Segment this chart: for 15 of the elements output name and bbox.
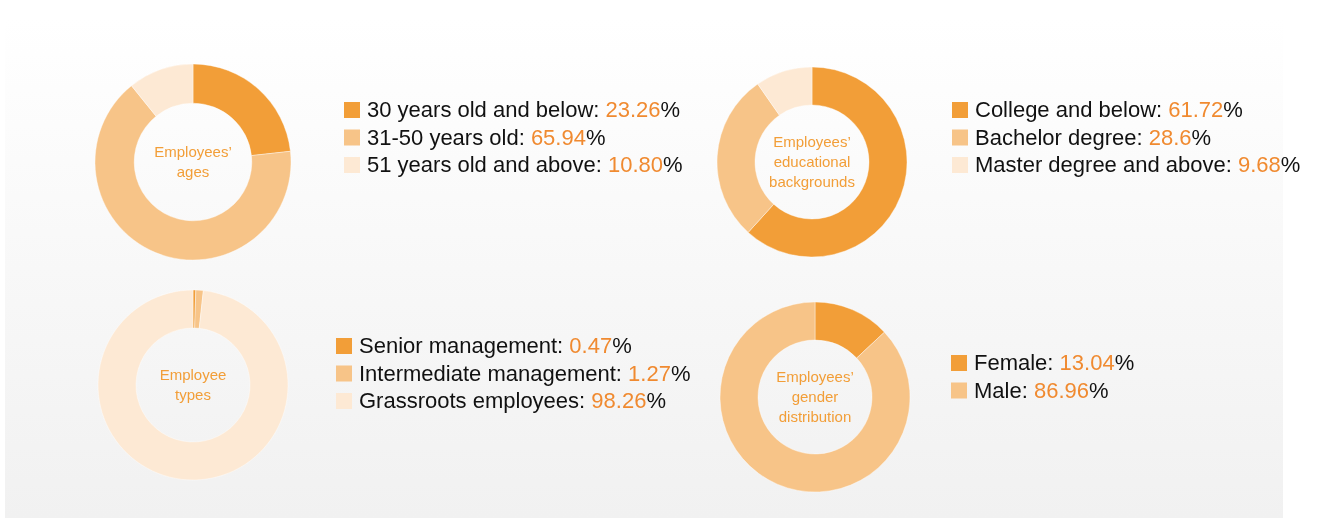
legend-label: Male: 86.96% — [974, 377, 1109, 403]
text: Employees’ ages — [154, 143, 232, 180]
legend-label: College and below: 61.72% — [975, 97, 1243, 122]
text: Employees’ gender distribution — [776, 368, 854, 425]
legend-label: Intermediate management: 1.27% — [359, 360, 691, 386]
text: Employee types — [159, 366, 227, 403]
legend-label: 31-50 years old: 65.94% — [367, 124, 606, 150]
legend-label: Grassroots employees: 98.26% — [359, 388, 666, 413]
legend-label: Senior management: 0.47% — [359, 333, 632, 358]
legend-label: Master degree and above: 9.68% — [975, 152, 1301, 177]
legend-label: 30 years old and below: 23.26% — [367, 97, 681, 122]
legend-label: Female: 13.04% — [974, 350, 1135, 375]
legend-label: 51 years old and above: 10.80% — [367, 152, 683, 177]
text: Employees’ educational backgrounds — [769, 133, 855, 190]
legend-label: Bachelor degree: 28.6% — [975, 124, 1212, 150]
